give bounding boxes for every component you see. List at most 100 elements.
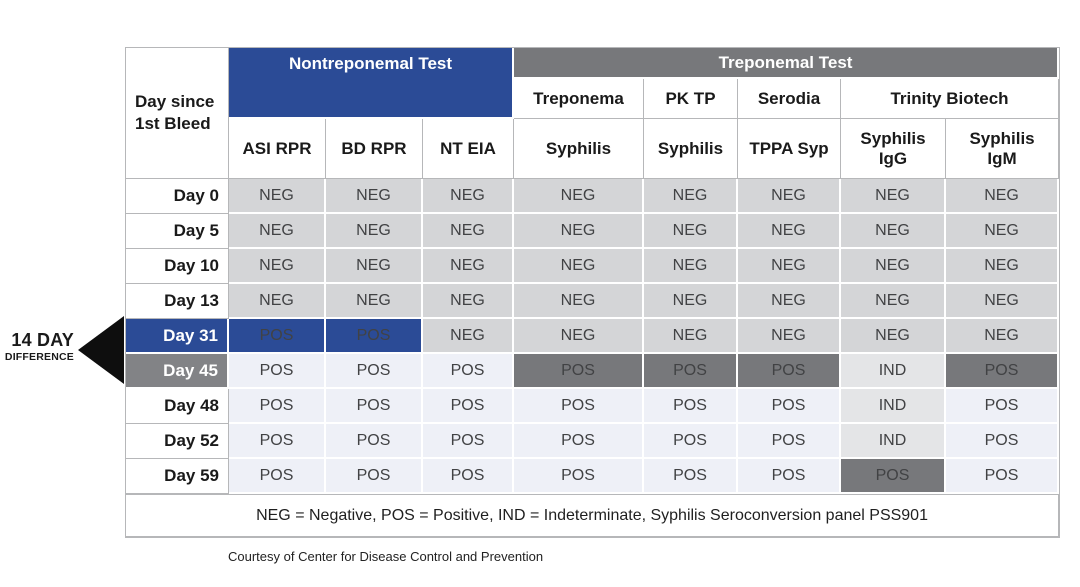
result-cell: NEG bbox=[644, 249, 738, 284]
result-cell: IND bbox=[841, 389, 946, 424]
result-cell: POS bbox=[326, 389, 423, 424]
day-label: Day 59 bbox=[126, 459, 229, 494]
vendor-header-trinity-biotech: Trinity Biotech bbox=[841, 79, 1060, 119]
legend-text: NEG = Negative, POS = Positive, IND = In… bbox=[126, 494, 1060, 537]
result-cell: POS bbox=[229, 319, 326, 354]
result-cell: POS bbox=[946, 354, 1060, 389]
results-table: Day since 1st Bleed Nontreponemal Test T… bbox=[125, 47, 1061, 538]
result-cell: NEG bbox=[423, 249, 514, 284]
result-cell: NEG bbox=[644, 284, 738, 319]
result-cell: POS bbox=[326, 354, 423, 389]
result-cell: NEG bbox=[423, 179, 514, 214]
test-header-syphilis-igg: Syphilis IgG bbox=[841, 119, 946, 179]
table-row: Day 59 POS POS POS POS POS POS POS POS bbox=[126, 459, 1060, 494]
result-cell: NEG bbox=[514, 249, 644, 284]
result-cell: POS bbox=[946, 459, 1060, 494]
vendor-header-pktp: PK TP bbox=[644, 79, 738, 119]
result-cell: IND bbox=[841, 354, 946, 389]
result-cell: NEG bbox=[738, 249, 841, 284]
difference-label-line1: 14 DAY bbox=[11, 330, 74, 350]
day-label: Day 45 bbox=[126, 354, 229, 389]
result-cell: POS bbox=[514, 354, 644, 389]
result-cell: NEG bbox=[514, 284, 644, 319]
test-header-nt-eia: NT EIA bbox=[423, 119, 514, 179]
result-cell: POS bbox=[229, 459, 326, 494]
result-cell: POS bbox=[644, 424, 738, 459]
day-label: Day 0 bbox=[126, 179, 229, 214]
day-label: Day 31 bbox=[126, 319, 229, 354]
result-cell: POS bbox=[514, 424, 644, 459]
result-cell: NEG bbox=[946, 284, 1060, 319]
result-cell: NEG bbox=[841, 214, 946, 249]
result-cell: NEG bbox=[423, 214, 514, 249]
result-cell: NEG bbox=[738, 214, 841, 249]
table-row: Day 5 NEG NEG NEG NEG NEG NEG NEG NEG bbox=[126, 214, 1060, 249]
result-cell: POS bbox=[423, 354, 514, 389]
test-header-syphilis-igm: Syphilis IgM bbox=[946, 119, 1060, 179]
vendor-header-serodia: Serodia bbox=[738, 79, 841, 119]
result-cell: POS bbox=[738, 459, 841, 494]
result-cell: POS bbox=[514, 389, 644, 424]
table-row: Day 48 POS POS POS POS POS POS IND POS bbox=[126, 389, 1060, 424]
result-cell: POS bbox=[229, 389, 326, 424]
seroconversion-table: Day since 1st Bleed Nontreponemal Test T… bbox=[125, 47, 1061, 538]
table-body: Day 0 NEG NEG NEG NEG NEG NEG NEG NEG Day 5 NEG NEG… bbox=[126, 179, 1060, 494]
day-label: Day 13 bbox=[126, 284, 229, 319]
result-cell: POS bbox=[738, 354, 841, 389]
result-cell: NEG bbox=[229, 284, 326, 319]
result-cell: NEG bbox=[326, 284, 423, 319]
result-cell: NEG bbox=[423, 319, 514, 354]
test-header-asi-rpr: ASI RPR bbox=[229, 119, 326, 179]
result-cell: POS bbox=[644, 459, 738, 494]
result-cell: POS bbox=[841, 459, 946, 494]
corner-header-line2: 1st Bleed bbox=[135, 114, 211, 133]
day-label: Day 10 bbox=[126, 249, 229, 284]
table-row: Day 31 POS POS NEG NEG NEG NEG NEG NEG bbox=[126, 319, 1060, 354]
result-cell: POS bbox=[229, 354, 326, 389]
result-cell: NEG bbox=[841, 249, 946, 284]
result-cell: NEG bbox=[423, 284, 514, 319]
result-cell: NEG bbox=[514, 179, 644, 214]
credit-caption: Courtesy of Center for Disease Control a… bbox=[228, 549, 544, 564]
result-cell: POS bbox=[423, 459, 514, 494]
result-cell: NEG bbox=[841, 284, 946, 319]
result-cell: NEG bbox=[946, 214, 1060, 249]
result-cell: NEG bbox=[946, 249, 1060, 284]
result-cell: IND bbox=[841, 424, 946, 459]
difference-label-line2: DIFFERENCE bbox=[4, 351, 74, 363]
result-cell: NEG bbox=[514, 319, 644, 354]
group-header-nontreponemal: Nontreponemal Test bbox=[229, 48, 514, 119]
result-cell: POS bbox=[514, 459, 644, 494]
day-label: Day 5 bbox=[126, 214, 229, 249]
day-label: Day 52 bbox=[126, 424, 229, 459]
result-cell: NEG bbox=[326, 249, 423, 284]
result-cell: NEG bbox=[738, 179, 841, 214]
group-header-treponemal: Treponemal Test bbox=[514, 48, 1060, 79]
table-row: Day 52 POS POS POS POS POS POS IND POS bbox=[126, 424, 1060, 459]
corner-header-line1: Day since bbox=[135, 91, 215, 111]
result-cell: POS bbox=[229, 424, 326, 459]
result-cell: POS bbox=[326, 459, 423, 494]
result-cell: NEG bbox=[229, 249, 326, 284]
result-cell: POS bbox=[326, 424, 423, 459]
result-cell: NEG bbox=[841, 319, 946, 354]
table-row: Day 0 NEG NEG NEG NEG NEG NEG NEG NEG bbox=[126, 179, 1060, 214]
table-row: Day 10 NEG NEG NEG NEG NEG NEG NEG NEG bbox=[126, 249, 1060, 284]
result-cell: POS bbox=[326, 319, 423, 354]
table-row: Day 45 POS POS POS POS POS POS IND POS bbox=[126, 354, 1060, 389]
result-cell: POS bbox=[423, 424, 514, 459]
test-header-tppa-syp: TPPA Syp bbox=[738, 119, 841, 179]
result-cell: POS bbox=[738, 389, 841, 424]
result-cell: NEG bbox=[946, 319, 1060, 354]
result-cell: POS bbox=[946, 389, 1060, 424]
result-cell: POS bbox=[946, 424, 1060, 459]
result-cell: NEG bbox=[841, 179, 946, 214]
result-cell: NEG bbox=[326, 214, 423, 249]
result-cell: POS bbox=[644, 354, 738, 389]
result-cell: NEG bbox=[738, 319, 841, 354]
result-cell: NEG bbox=[644, 319, 738, 354]
test-header-pktp-syphilis: Syphilis bbox=[644, 119, 738, 179]
result-cell: POS bbox=[423, 389, 514, 424]
result-cell: NEG bbox=[229, 214, 326, 249]
result-cell: NEG bbox=[644, 214, 738, 249]
